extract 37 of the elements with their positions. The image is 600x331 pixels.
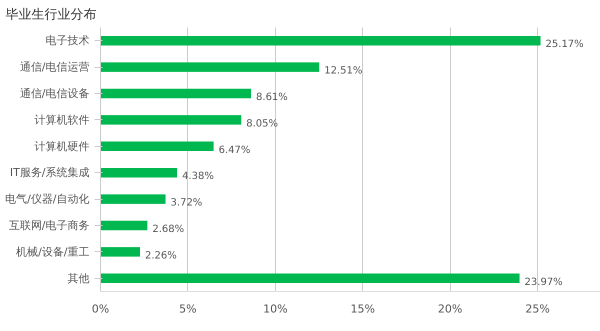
y-tick-label: IT服务/系统集成 (10, 166, 90, 180)
data-label: 2.68% (152, 224, 184, 235)
y-tick-label: 机械/设备/重工 (16, 245, 90, 258)
x-tick-label: 25% (525, 302, 550, 316)
data-label: 8.05% (246, 118, 278, 130)
x-tick-label: 15% (350, 302, 375, 316)
data-label: 3.72% (170, 198, 202, 209)
bar (100, 115, 242, 125)
bar (100, 274, 520, 284)
x-tick-label: 0% (92, 302, 110, 316)
data-label: 6.47% (218, 144, 250, 156)
bar (100, 194, 166, 204)
y-tick-label: 通信/电信设备 (20, 87, 90, 100)
data-label: 25.17% (546, 39, 584, 50)
data-label: 8.61% (256, 92, 288, 103)
y-tick-label: 通信/电信运营 (20, 60, 90, 74)
y-tick-label: 电子技术 (46, 34, 90, 48)
bar (100, 88, 252, 98)
bar (100, 36, 541, 46)
chart-title: 毕业生行业分布 (6, 8, 96, 22)
bar (100, 168, 178, 178)
x-tick-label: 10% (263, 302, 288, 316)
y-tick-label: 计算机软件 (34, 113, 90, 126)
y-tick-label: 互联网/电子商务 (8, 219, 90, 232)
data-label: 4.38% (182, 171, 214, 182)
x-tick-label: 20% (438, 302, 462, 316)
data-label: 23.97% (524, 276, 563, 288)
bar (100, 142, 214, 152)
y-tick-label: 计算机硬件 (34, 140, 90, 153)
bar (100, 247, 140, 257)
data-label: 2.26% (145, 250, 177, 262)
data-label: 12.51% (324, 66, 362, 77)
bar (100, 220, 148, 230)
x-tick-label: 5% (179, 302, 197, 316)
y-tick-label: 其他 (68, 272, 90, 285)
bar (100, 62, 320, 72)
y-tick-label: 电气/仪器/自动化 (5, 192, 90, 206)
